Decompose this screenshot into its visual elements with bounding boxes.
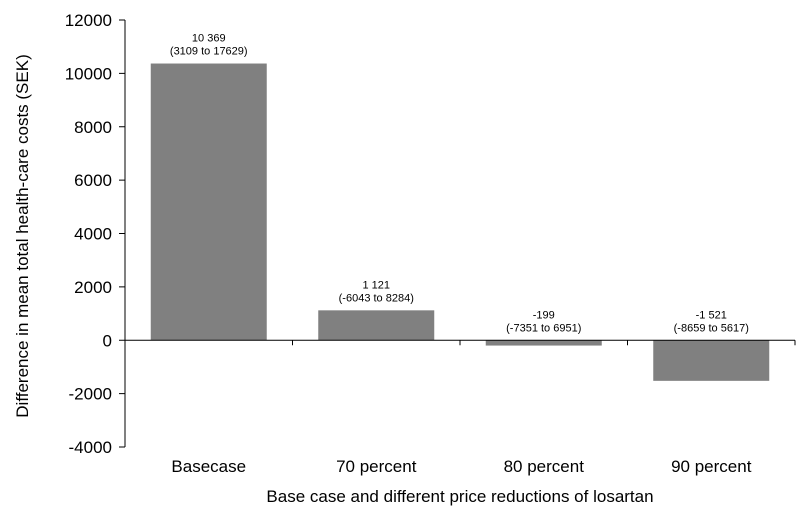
bar	[150, 63, 267, 341]
data-label-value: 10 369	[192, 33, 226, 45]
category-label: 70 percent	[336, 457, 417, 476]
data-label-value: -1 521	[696, 309, 727, 321]
bar	[318, 310, 435, 341]
bar	[653, 340, 770, 381]
bar	[485, 340, 602, 346]
bars	[150, 63, 770, 381]
y-axis: -4000 -2000 0 2000 4000 6000 8000 10000 12000	[65, 11, 126, 457]
y-tick-label: -2000	[69, 385, 112, 404]
y-tick-label: 2000	[74, 278, 112, 297]
category-label: Basecase	[171, 457, 246, 476]
y-tick-label: 8000	[74, 118, 112, 137]
data-label-ci: (-8659 to 5617)	[674, 322, 749, 334]
data-label-value: 1 121	[362, 279, 390, 291]
category-label: 80 percent	[504, 457, 585, 476]
x-axis-title: Base case and different price reductions…	[266, 487, 653, 506]
y-tick-label: 10000	[65, 64, 112, 83]
y-tick-label: -4000	[69, 438, 112, 457]
data-label-ci: (3109 to 17629)	[170, 46, 248, 58]
y-tick-label: 6000	[74, 171, 112, 190]
category-labels: Basecase 70 percent 80 percent 90 percent	[171, 457, 751, 476]
data-label-value: -199	[533, 309, 555, 321]
data-label-ci: (-6043 to 8284)	[339, 292, 414, 304]
data-label-ci: (-7351 to 6951)	[506, 322, 581, 334]
y-tick-label: 0	[103, 331, 112, 350]
data-labels: 10 369(3109 to 17629) 1 121(-6043 to 8284…	[170, 33, 749, 335]
y-axis-title: Difference in mean total health-care cos…	[13, 54, 32, 417]
y-tick-label: 4000	[74, 225, 112, 244]
category-label: 90 percent	[671, 457, 752, 476]
y-tick-label: 12000	[65, 11, 112, 30]
x-axis	[125, 339, 796, 346]
